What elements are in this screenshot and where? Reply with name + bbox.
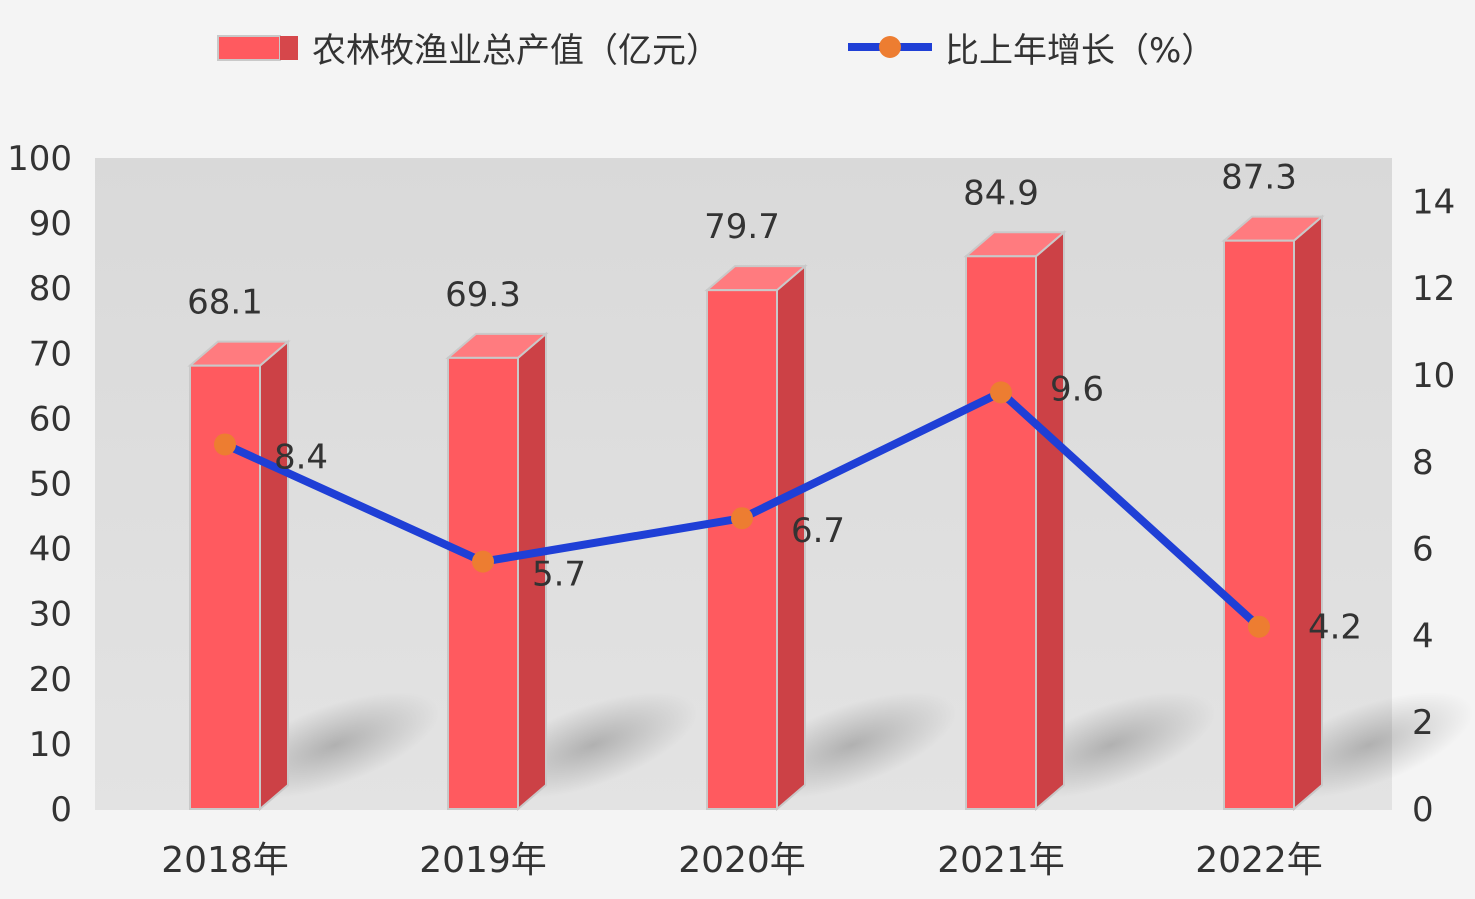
x-axis-tick-label: 2020年 <box>678 840 806 881</box>
left-axis-tick-label: 90 <box>29 204 72 244</box>
legend-item-bar: 农林牧渔业总产值（亿元） <box>217 31 720 71</box>
bars: 68.1 69.3 79.7 84.9 87.3 <box>187 158 1325 812</box>
growth-point <box>214 433 236 456</box>
left-axis-tick-label: 10 <box>29 725 72 765</box>
line-series: 8.4 5.7 6.7 9.6 4.2 <box>214 369 1362 648</box>
left-axis: 0 10 20 30 40 50 60 70 80 90 100 <box>7 139 72 830</box>
bar-front <box>965 255 1037 810</box>
legend-item-line: 比上年增长（%） <box>848 31 1215 71</box>
growth-value-label: 5.7 <box>532 555 586 595</box>
legend-bar-swatch-side <box>280 36 298 60</box>
left-axis-tick-label: 50 <box>29 465 72 505</box>
bar-value-label: 68.1 <box>187 283 263 323</box>
legend-label-bar: 农林牧渔业总产值（亿元） <box>312 31 720 71</box>
right-axis-tick-label: 8 <box>1412 443 1434 483</box>
left-axis-tick-label: 30 <box>29 595 72 635</box>
bar-value-label: 79.7 <box>704 207 780 247</box>
bar-side <box>259 339 289 812</box>
left-axis-tick-label: 70 <box>29 334 72 374</box>
bar-front <box>706 289 778 810</box>
x-axis: 2018年 2019年 2020年 2021年 2022年 <box>161 840 1323 881</box>
right-axis-tick-label: 10 <box>1412 356 1455 396</box>
legend-label-line: 比上年增长（%） <box>945 31 1215 71</box>
growth-point <box>1248 615 1270 638</box>
bar-front <box>189 364 261 810</box>
right-axis-tick-label: 0 <box>1412 790 1434 830</box>
growth-point <box>472 550 494 573</box>
right-axis-tick-label: 12 <box>1412 269 1455 309</box>
left-axis-tick-label: 20 <box>29 660 72 700</box>
legend: 农林牧渔业总产值（亿元） 比上年增长（%） <box>217 31 1215 71</box>
left-axis-tick-label: 100 <box>7 139 72 179</box>
bar-value-label: 87.3 <box>1221 158 1297 198</box>
left-axis-tick-label: 0 <box>50 790 72 830</box>
right-axis-tick-label: 4 <box>1412 616 1434 656</box>
bar-front <box>447 356 519 810</box>
growth-point <box>990 381 1012 404</box>
right-axis-tick-label: 6 <box>1412 530 1434 570</box>
x-axis-tick-label: 2019年 <box>419 840 547 881</box>
legend-bar-swatch <box>217 35 281 61</box>
bar-side <box>1035 230 1065 812</box>
growth-value-label: 4.2 <box>1308 608 1362 648</box>
bar: 87.3 <box>1221 158 1325 812</box>
legend-line-marker <box>879 36 901 58</box>
growth-value-label: 9.6 <box>1050 369 1104 409</box>
x-axis-tick-label: 2021年 <box>937 840 1065 881</box>
left-axis-tick-label: 80 <box>29 269 72 309</box>
bar-value-label: 69.3 <box>445 275 521 315</box>
bar: 79.7 <box>704 207 808 812</box>
right-axis-tick-label: 14 <box>1412 182 1455 222</box>
left-axis-tick-label: 60 <box>29 399 72 439</box>
growth-point <box>731 507 753 530</box>
growth-value-label: 8.4 <box>274 437 328 477</box>
bar: 68.1 <box>187 283 291 812</box>
left-axis-tick-label: 40 <box>29 530 72 570</box>
bar: 84.9 <box>963 173 1067 812</box>
right-axis: 0 2 4 6 8 10 12 14 <box>1412 182 1455 830</box>
bar-value-label: 84.9 <box>963 173 1039 213</box>
right-axis-tick-label: 2 <box>1412 703 1434 743</box>
x-axis-tick-label: 2018年 <box>161 840 289 881</box>
bar: 69.3 <box>445 275 549 812</box>
growth-value-label: 6.7 <box>791 511 845 551</box>
bar-front <box>1223 239 1295 810</box>
x-axis-tick-label: 2022年 <box>1195 840 1323 881</box>
bar-side <box>1293 214 1323 812</box>
